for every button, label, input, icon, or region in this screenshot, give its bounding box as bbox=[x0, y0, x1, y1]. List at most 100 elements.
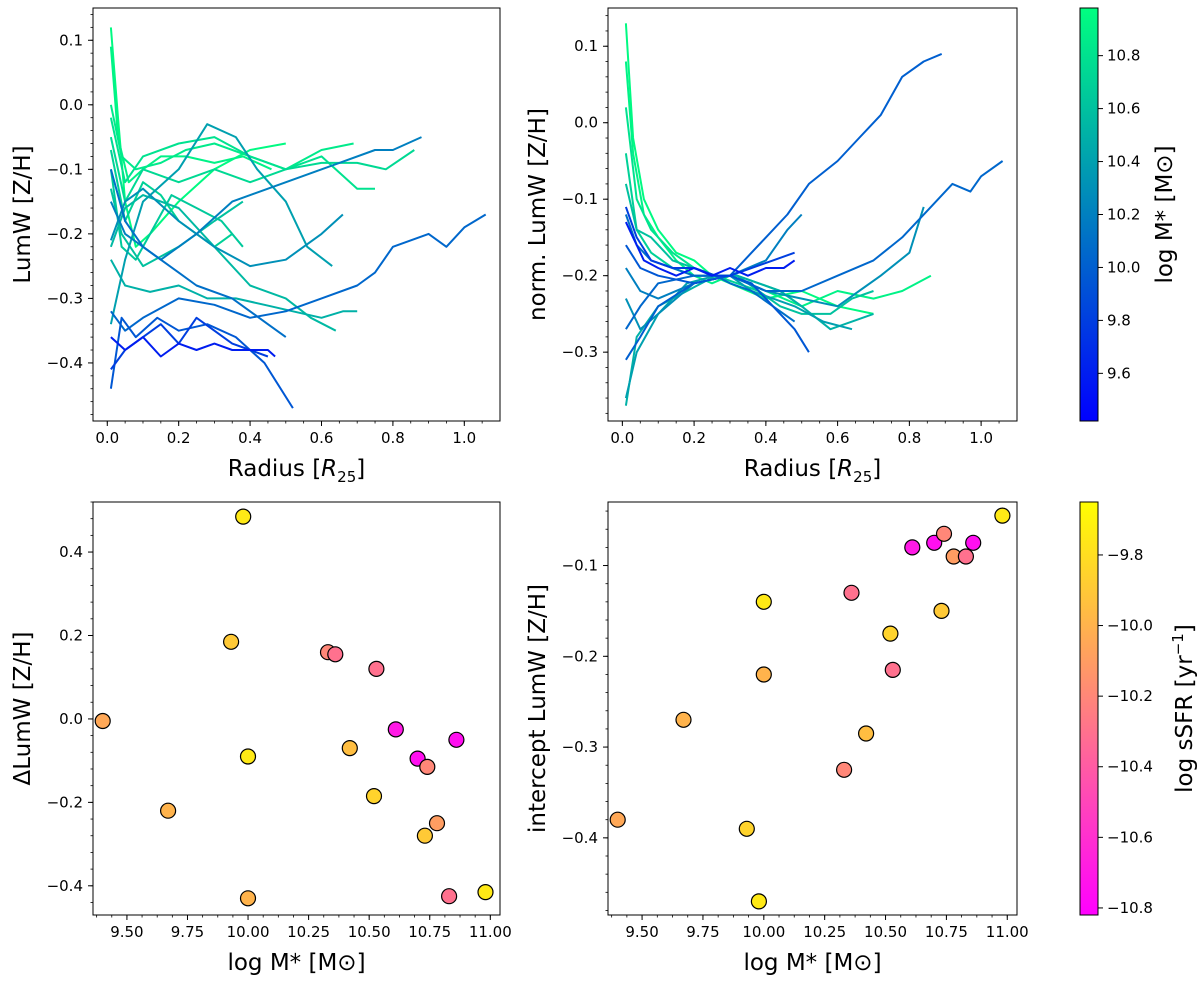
x-tick-label: 0.4 bbox=[754, 429, 778, 447]
series-line bbox=[109, 316, 294, 409]
data-point bbox=[957, 548, 975, 565]
y-tick-label: −0.2 bbox=[562, 647, 598, 665]
series-line bbox=[625, 52, 943, 361]
colorbar-tick-label: −10.0 bbox=[1107, 617, 1153, 635]
data-point bbox=[750, 893, 768, 910]
x-tick-label: 10.75 bbox=[408, 923, 451, 941]
data-point bbox=[239, 748, 257, 765]
x-tick-label: 0.0 bbox=[95, 429, 119, 447]
x-tick-label: 10.75 bbox=[925, 923, 968, 941]
y-tick-label: −0.1 bbox=[562, 190, 598, 208]
data-point bbox=[675, 711, 692, 728]
plot-area bbox=[94, 508, 494, 907]
x-tick-label: 10.25 bbox=[803, 923, 846, 941]
x-tick-label: 11.00 bbox=[986, 923, 1029, 941]
data-point bbox=[223, 633, 240, 650]
series-line bbox=[109, 187, 344, 268]
panel-mass-delta-lumw: 9.50 9.75 10.00 10.25 10.50 10.75 11.00 0.4 0.2 0… bbox=[10, 501, 512, 976]
y-tick-label: 0.1 bbox=[59, 31, 83, 49]
x-tick-label: 11.00 bbox=[469, 923, 512, 941]
colorbar-tick-label: −10.8 bbox=[1107, 899, 1153, 917]
colorbar-tick-label: −10.2 bbox=[1107, 687, 1153, 705]
series-line bbox=[625, 160, 1004, 330]
data-point bbox=[835, 761, 853, 778]
x-tick-label: 0.8 bbox=[897, 429, 921, 447]
plot-frame bbox=[92, 501, 501, 916]
data-point bbox=[857, 725, 875, 742]
x-tick-label: 0.2 bbox=[682, 429, 706, 447]
colorbar-tick-label: −10.4 bbox=[1107, 758, 1153, 776]
series-line bbox=[624, 274, 874, 406]
colorbar-tick-label: 10.0 bbox=[1107, 258, 1140, 276]
y-tick-label: −0.3 bbox=[47, 289, 83, 307]
x-tick-label: 9.50 bbox=[625, 923, 658, 941]
x-tick-label: 10.25 bbox=[287, 923, 330, 941]
y-tick-label: −0.2 bbox=[562, 267, 598, 285]
x-tick-label: 9.75 bbox=[171, 923, 204, 941]
data-point bbox=[327, 646, 344, 663]
x-tick-label: 0.2 bbox=[167, 429, 191, 447]
colorbar-mass: 10.8 10.6 10.4 10.2 10.0 9.8 9.6 log M* [M⊙] bbox=[1079, 7, 1178, 422]
y-tick-label: −0.4 bbox=[562, 829, 598, 847]
panel-mass-intercept-lumw: 9.50 9.75 10.00 10.25 10.50 10.75 11.00 −0.1 −0.… bbox=[525, 501, 1029, 976]
x-tick-label: 1.0 bbox=[969, 429, 993, 447]
data-point bbox=[882, 625, 899, 642]
y-tick-label: −0.3 bbox=[562, 738, 598, 756]
x-tick-label: 10.00 bbox=[742, 923, 785, 941]
y-tick-label: −0.4 bbox=[47, 354, 83, 372]
data-point bbox=[341, 739, 358, 757]
data-point bbox=[416, 827, 433, 844]
x-tick-label: 10.00 bbox=[227, 923, 270, 941]
data-point bbox=[239, 890, 257, 907]
data-point bbox=[965, 534, 982, 551]
series-line bbox=[109, 46, 272, 184]
y-axis-label: ΔLumW [Z/H] bbox=[10, 632, 36, 786]
y-tick-label: −0.1 bbox=[562, 557, 598, 575]
data-point bbox=[365, 787, 383, 805]
x-tick-label: 10.50 bbox=[864, 923, 907, 941]
data-point bbox=[609, 811, 626, 828]
x-tick-label: 9.50 bbox=[110, 923, 143, 941]
series-line bbox=[109, 188, 244, 268]
y-tick-label: 0.0 bbox=[59, 96, 83, 114]
y-tick-label: −0.2 bbox=[47, 225, 83, 243]
colorbar-gradient bbox=[1079, 7, 1099, 422]
colorbar-tick-label: −10.6 bbox=[1107, 828, 1153, 846]
x-tick-label: 0.0 bbox=[610, 429, 634, 447]
data-point bbox=[738, 820, 755, 837]
series-line bbox=[109, 169, 287, 338]
series-line bbox=[624, 183, 874, 315]
colorbar-label: log sSFR [yr−1] bbox=[1169, 624, 1198, 793]
colorbar-tick-label: 10.8 bbox=[1107, 47, 1140, 65]
x-axis-label: log M* [M⊙] bbox=[743, 950, 881, 976]
data-point bbox=[368, 660, 385, 678]
y-tick-label: −0.4 bbox=[47, 877, 83, 895]
data-point bbox=[160, 802, 177, 819]
series-line bbox=[624, 221, 796, 277]
x-tick-label: 0.6 bbox=[310, 429, 334, 447]
data-point bbox=[843, 584, 860, 601]
y-tick-label: 0.4 bbox=[59, 543, 83, 561]
plot-area bbox=[609, 507, 1011, 910]
y-axis-label: norm. LumW [Z/H] bbox=[525, 108, 551, 321]
x-tick-label: 1.0 bbox=[452, 429, 476, 447]
colorbar-tick-label: 10.4 bbox=[1107, 153, 1140, 171]
data-point bbox=[755, 593, 772, 610]
series-line bbox=[109, 123, 333, 325]
x-axis-label: Radius [R25] bbox=[744, 456, 881, 486]
plot-area bbox=[624, 23, 1004, 406]
data-point bbox=[235, 508, 252, 525]
plot-frame bbox=[607, 501, 1018, 916]
series-line bbox=[109, 104, 354, 171]
colorbar-tick-label: 10.6 bbox=[1107, 100, 1140, 118]
series-line bbox=[110, 259, 358, 319]
data-point bbox=[448, 731, 465, 748]
data-point bbox=[884, 661, 901, 679]
data-point bbox=[441, 888, 458, 905]
y-axis-label: LumW [Z/H] bbox=[10, 145, 36, 283]
data-point bbox=[935, 525, 953, 542]
colorbar-tick-label: 9.6 bbox=[1107, 364, 1131, 382]
series-line bbox=[109, 136, 415, 203]
x-axis-label: Radius [R25] bbox=[228, 456, 365, 486]
